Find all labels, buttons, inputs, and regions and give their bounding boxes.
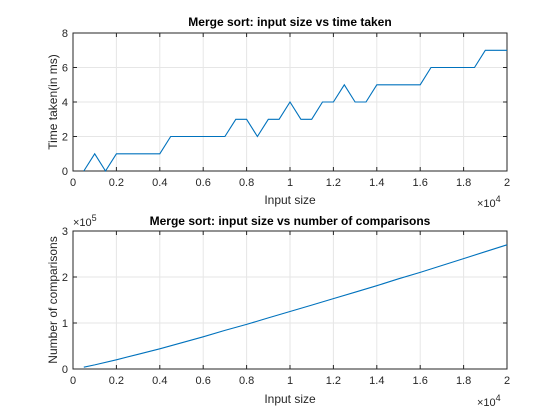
y-axis-label: Number of comparisons: [46, 236, 60, 363]
tick-labels: 0 0.2 0.4 0.6 0.8 1 1.2 1.4 1.6 1.8 2 0 1 2 3: [62, 226, 510, 387]
x-tick-label: 1: [287, 375, 293, 387]
y-tick-label: 4: [62, 97, 68, 109]
x-tick-label: 1.8: [456, 375, 471, 387]
chart-time-taken: Merge sort: input size vs time taken 0 0.…: [46, 15, 510, 210]
x-exponent-base: ×10: [477, 198, 496, 210]
axes-frame: [72, 32, 508, 172]
chart-comparisons: Merge sort: input size vs number of comp…: [46, 213, 510, 409]
x-tick-label: 0.2: [109, 375, 124, 387]
axes-frame: [72, 230, 508, 370]
series-line: [83, 244, 508, 368]
y-tick-label: 2: [62, 132, 68, 144]
y-tick-label: 6: [62, 63, 68, 75]
x-tick-label: 0: [70, 177, 76, 189]
x-tick-label: 0.6: [196, 375, 211, 387]
x-tick-label: 1.4: [369, 177, 384, 189]
chart-title: Merge sort: input size vs number of comp…: [150, 214, 431, 228]
x-tick-label: 0.6: [196, 177, 211, 189]
x-exponent-power: 4: [496, 194, 501, 204]
chart-title: Merge sort: input size vs time taken: [188, 15, 391, 29]
x-axis-label: Input size: [264, 392, 316, 406]
y-exponent-power: 5: [92, 213, 97, 223]
x-tick-label: 2: [504, 177, 510, 189]
x-tick-label: 2: [504, 375, 510, 387]
x-tick-label: 1.6: [413, 177, 428, 189]
x-exponent-label: ×104: [477, 393, 501, 409]
x-tick-label: 1.4: [369, 375, 384, 387]
x-axis-label: Input size: [264, 193, 316, 207]
x-exponent-power: 4: [496, 393, 501, 403]
y-tick-label: 1: [62, 318, 68, 330]
x-tick-label: 0.2: [109, 177, 124, 189]
x-tick-label: 0.8: [239, 375, 254, 387]
x-tick-label: 0.4: [152, 177, 167, 189]
x-tick-label: 1.2: [326, 375, 341, 387]
x-tick-label: 0: [70, 375, 76, 387]
y-tick-label: 2: [62, 272, 68, 284]
x-exponent-label: ×104: [477, 194, 501, 210]
x-tick-label: 0.8: [239, 177, 254, 189]
x-tick-label: 1.2: [326, 177, 341, 189]
x-tick-label: 1.8: [456, 177, 471, 189]
x-tick-label: 1: [287, 177, 293, 189]
y-exponent-label: ×105: [73, 213, 97, 229]
series-line: [83, 49, 507, 173]
y-tick-label: 0: [62, 364, 68, 376]
tick-labels: 0 0.2 0.4 0.6 0.8 1 1.2 1.4 1.6 1.8 2 0 2 4 6 8: [62, 28, 510, 189]
x-exponent-base: ×10: [477, 397, 496, 409]
y-tick-label: 0: [62, 166, 68, 178]
y-tick-label: 8: [62, 28, 68, 40]
x-tick-label: 0.4: [152, 375, 167, 387]
x-tick-label: 1.6: [413, 375, 428, 387]
y-exponent-base: ×10: [73, 217, 92, 229]
y-tick-label: 3: [62, 226, 68, 238]
y-axis-label: Time taken(in ms): [46, 54, 60, 150]
